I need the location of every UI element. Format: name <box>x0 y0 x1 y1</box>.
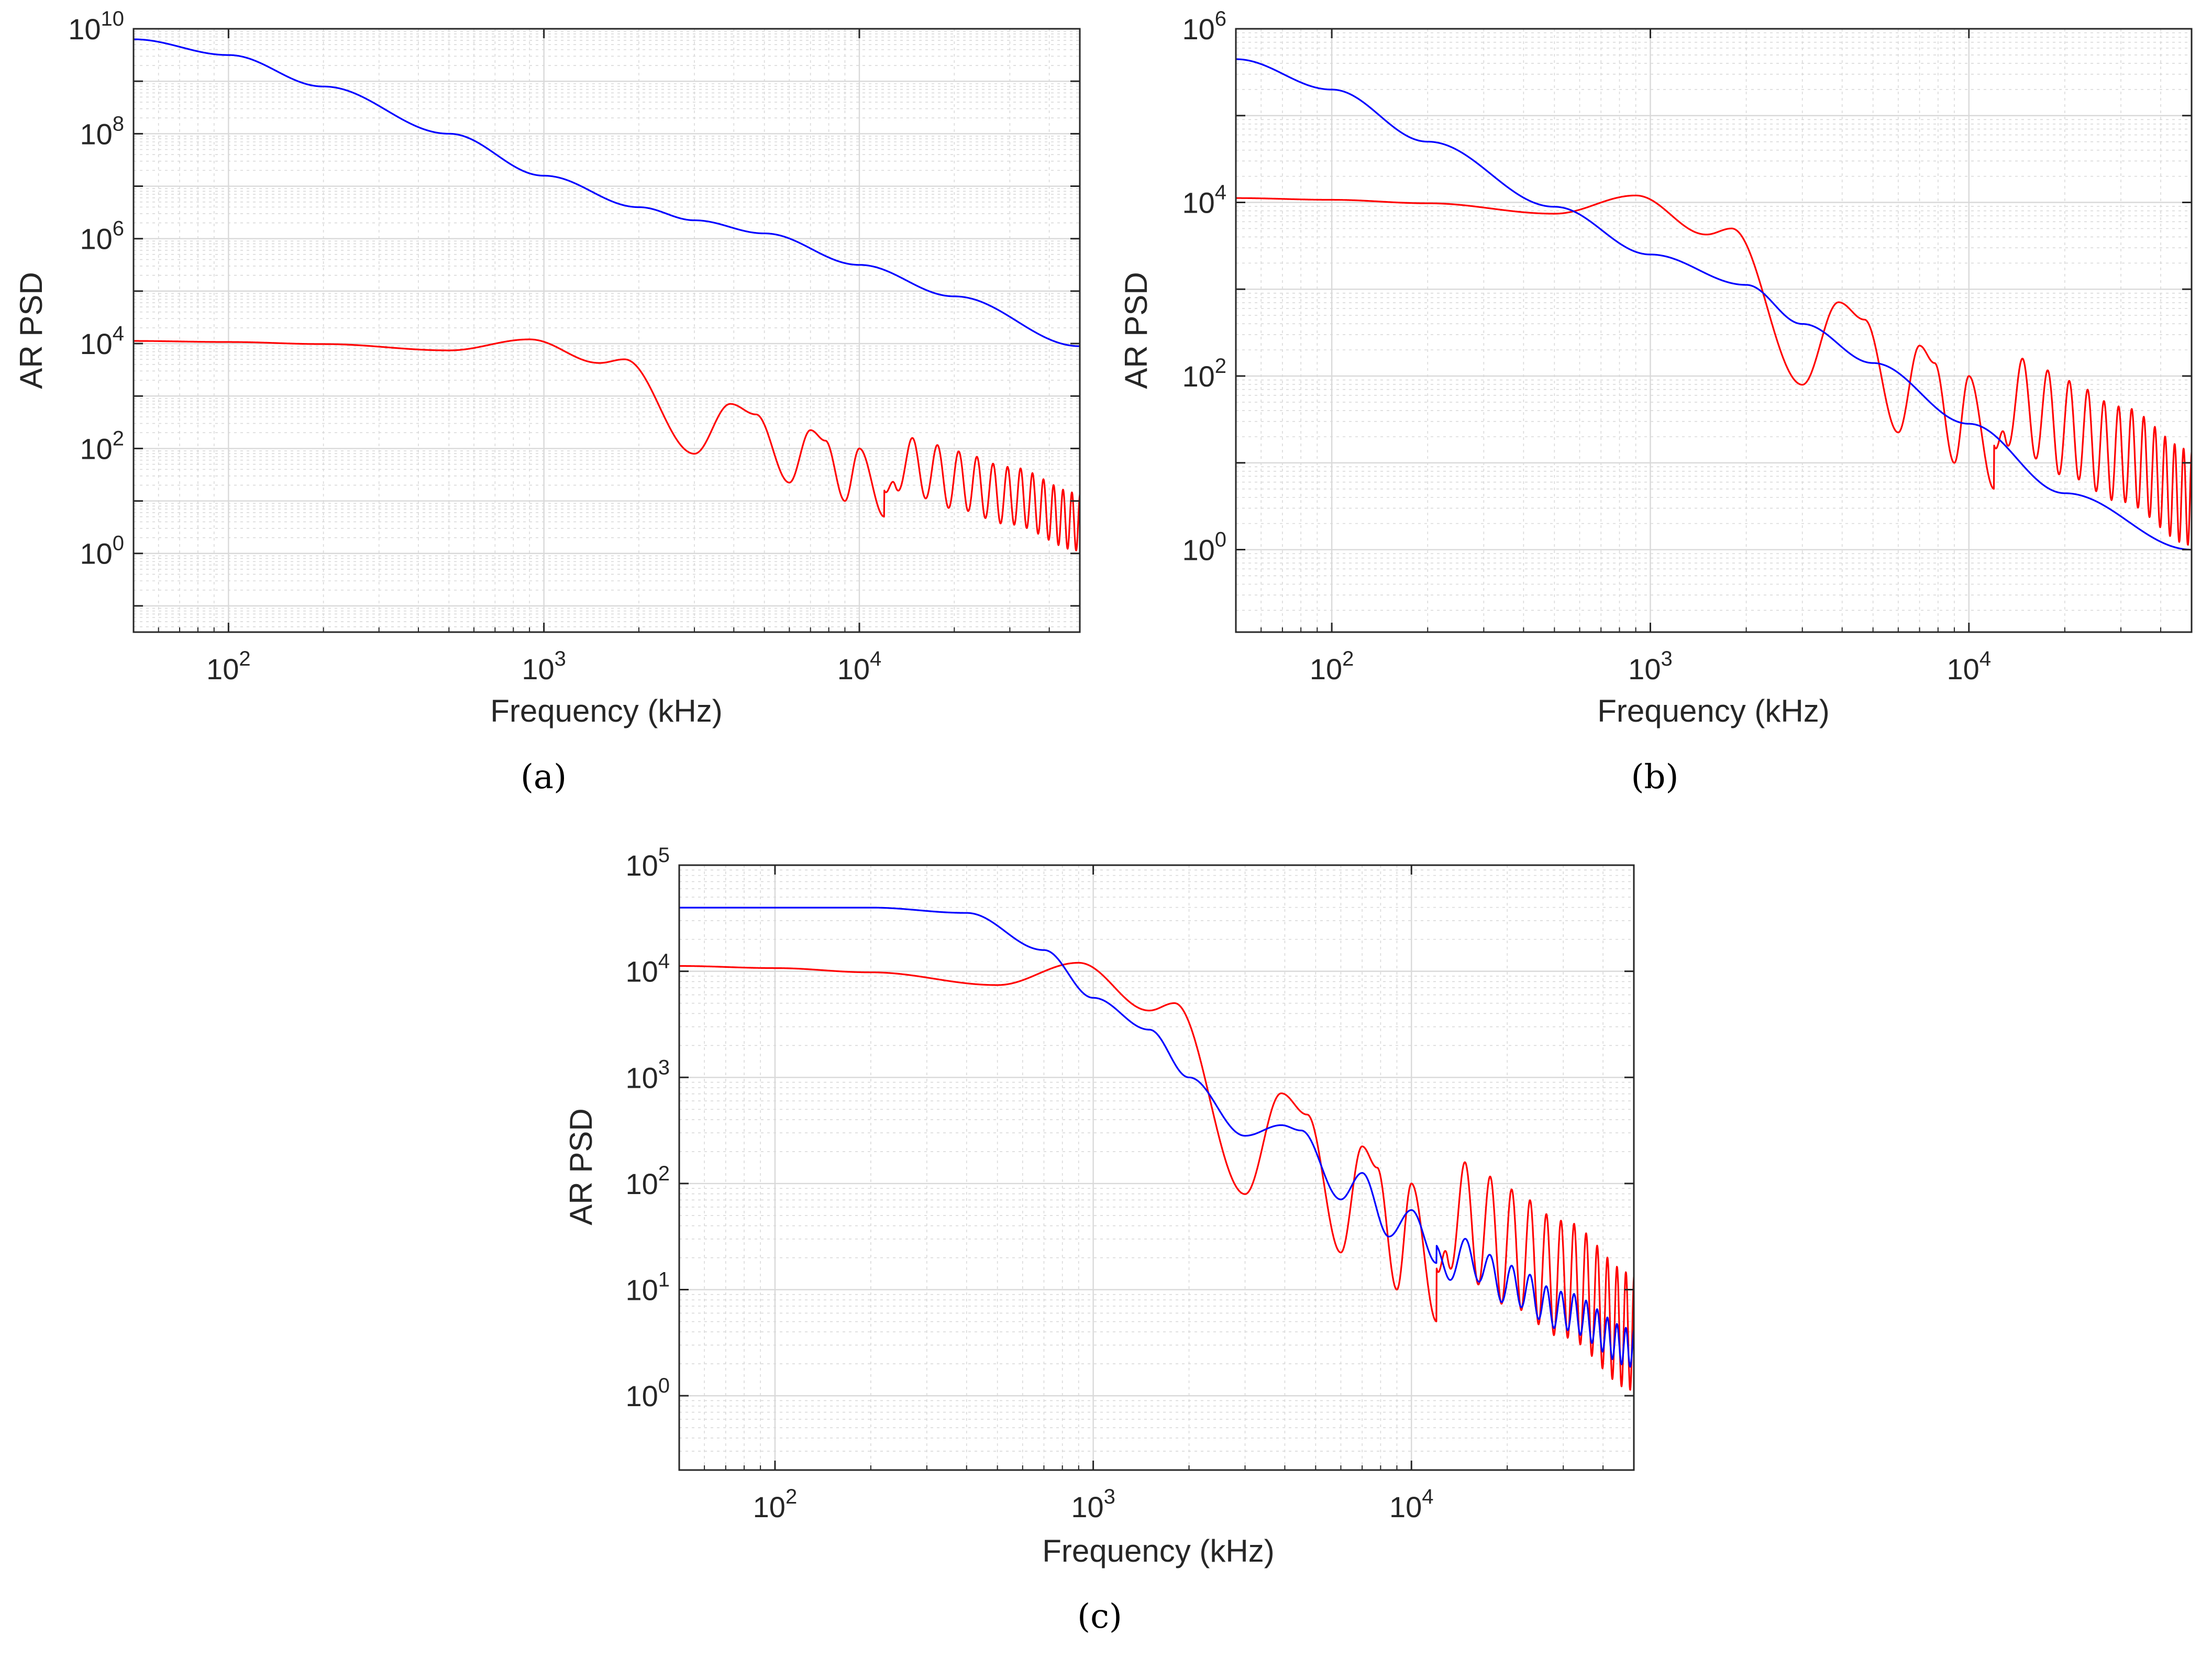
x-axis-label: Frequency (kHz) <box>1042 1533 1274 1568</box>
y-tick-label: 104 <box>625 950 670 988</box>
grid-lines <box>679 864 1634 1471</box>
y-axis-label: AR PSD <box>563 1108 599 1225</box>
plot-frame <box>678 864 1635 1471</box>
grid-lines <box>133 28 1080 632</box>
y-tick-label: 106 <box>1182 7 1226 46</box>
y-tick-label: 1010 <box>68 7 124 46</box>
plot-frame <box>132 28 1081 633</box>
y-tick-label: 106 <box>80 217 124 256</box>
y-tick-label: 100 <box>80 532 124 570</box>
grid-lines <box>1235 28 2192 632</box>
x-tick-label: 102 <box>1310 647 1354 686</box>
panel-label-a: (a) <box>521 758 567 797</box>
y-tick-label: 108 <box>80 112 124 150</box>
y-tick-label: 104 <box>80 322 124 360</box>
y-tick-label: 102 <box>1182 355 1226 393</box>
y-axis-label: AR PSD <box>1119 272 1154 389</box>
series-line-reference <box>1236 194 2192 546</box>
y-tick-label: 102 <box>80 427 124 465</box>
y-tick-label: 103 <box>625 1056 670 1094</box>
panel-label-b: (b) <box>1631 758 1679 797</box>
series-lines <box>1236 58 2192 551</box>
series-line-reference <box>679 962 1634 1391</box>
panel-label-c: (c) <box>1077 1597 1122 1636</box>
x-axis-label: Frequency (kHz) <box>490 693 722 728</box>
y-axis-label: AR PSD <box>14 272 49 389</box>
series-lines <box>134 38 1080 551</box>
x-axis-label: Frequency (kHz) <box>1597 693 1829 728</box>
y-tick-label: 100 <box>1182 528 1226 567</box>
plot-frame <box>1235 28 2193 633</box>
series-lines <box>679 907 1634 1391</box>
y-tick-label: 102 <box>625 1162 670 1200</box>
y-tick-label: 105 <box>625 844 670 882</box>
series-line-model <box>1236 58 2192 551</box>
y-tick-label: 104 <box>1182 181 1226 219</box>
y-tick-label: 101 <box>625 1268 670 1307</box>
y-tick-label: 100 <box>625 1374 670 1412</box>
series-line-model <box>679 907 1634 1368</box>
series-line-reference <box>134 338 1080 551</box>
series-line-model <box>134 38 1080 347</box>
